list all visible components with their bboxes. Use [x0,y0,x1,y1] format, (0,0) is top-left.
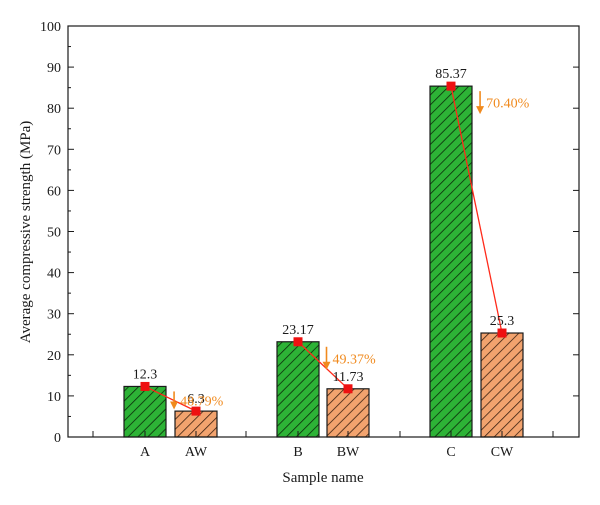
y-tick-label: 60 [47,184,61,199]
connector-line-b [297,341,349,390]
x-tick-label-aw: AW [185,445,208,460]
y-tick-label: 70 [47,143,61,158]
x-axis-title: Sample name [282,470,364,486]
reduction-label-a: 48.79% [180,394,224,409]
value-label-a: 12.3 [133,367,158,382]
bar-bw [326,388,370,438]
x-tick-label-cw: CW [491,445,514,460]
value-label-b: 23.17 [282,323,314,338]
y-tick-label: 30 [47,308,61,323]
y-tick-label: 50 [47,226,61,241]
reduction-arrowhead-a [170,401,179,410]
x-tick-label-a: A [140,445,151,460]
reduction-arrowhead-b [322,361,331,370]
bar-a [123,385,167,438]
bar-c [429,85,473,438]
value-label-cw: 25.3 [490,314,515,329]
reduction-arrowhead-c [476,106,485,115]
marker-a [140,381,150,391]
connector-line-c [450,85,503,334]
value-label-aw: 6.3 [187,392,205,407]
connector-line-a [144,385,197,412]
y-tick-label: 20 [47,349,61,364]
x-tick-label-c: C [446,445,455,460]
y-tick-label: 100 [40,20,61,35]
y-tick-label: 10 [47,390,61,405]
marker-bw [343,384,353,394]
bar-cw [480,332,524,438]
marker-c [446,81,456,91]
y-tick-label: 0 [54,431,61,446]
reduction-label-b: 49.37% [333,352,377,367]
value-label-c: 85.37 [435,67,467,82]
y-axis-title: Average compressive strength (MPa) [18,121,34,344]
marker-b [293,337,303,347]
y-tick-label: 90 [47,61,61,76]
value-label-bw: 11.73 [333,370,364,385]
marker-aw [191,406,201,416]
x-tick-label-b: B [293,445,302,460]
y-tick-label: 40 [47,267,61,282]
reduction-label-c: 70.40% [486,97,530,112]
x-tick-label-bw: BW [337,445,360,460]
y-tick-label: 80 [47,102,61,117]
marker-cw [497,328,507,338]
